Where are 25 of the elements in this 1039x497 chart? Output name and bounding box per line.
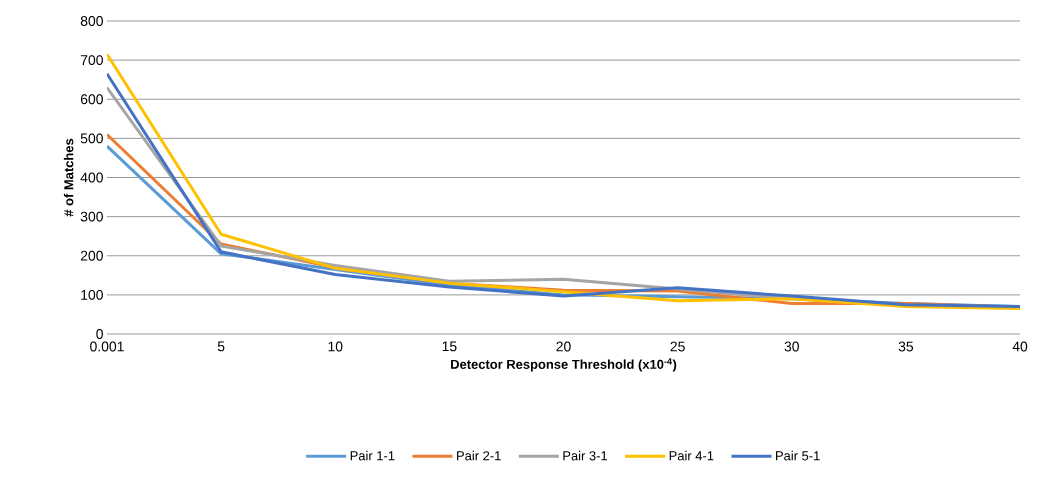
y-tick-label: 100 <box>81 289 103 300</box>
y-tick-label: 400 <box>80 172 103 183</box>
legend-label: Pair 3-1 <box>563 450 608 461</box>
legend-label: Pair 2-1 <box>457 450 501 461</box>
x-tick-label: 35 <box>898 341 914 352</box>
x-axis-title: Detector Response Threshold (x10$^{-4}$) <box>451 358 677 372</box>
y-tick-label: 300 <box>80 211 103 222</box>
x-tick-label: 10 <box>328 341 343 352</box>
legend-label: Pair 4-1 <box>669 450 714 461</box>
legend-label: Pair 5-1 <box>776 450 820 461</box>
y-tick-label: 800 <box>80 16 103 26</box>
legend-label: Pair 1-1 <box>350 450 395 461</box>
y-tick-label: 0 <box>96 329 103 339</box>
y-tick-label: 700 <box>80 55 103 66</box>
x-tick-label: 5 <box>217 341 225 352</box>
x-tick-label: 15 <box>442 341 457 352</box>
y-tick-label: 200 <box>80 250 103 261</box>
x-tick-label: 0.001 <box>90 341 124 352</box>
y-tick-label: 500 <box>80 133 103 144</box>
x-tick-label: 30 <box>784 341 799 352</box>
x-tick-label: 25 <box>670 341 685 352</box>
x-tick-label: 20 <box>556 341 571 352</box>
x-tick-label: 40 <box>1012 341 1028 352</box>
y-tick-label: 600 <box>80 94 103 105</box>
y-axis-title: # of Matches <box>63 138 74 217</box>
